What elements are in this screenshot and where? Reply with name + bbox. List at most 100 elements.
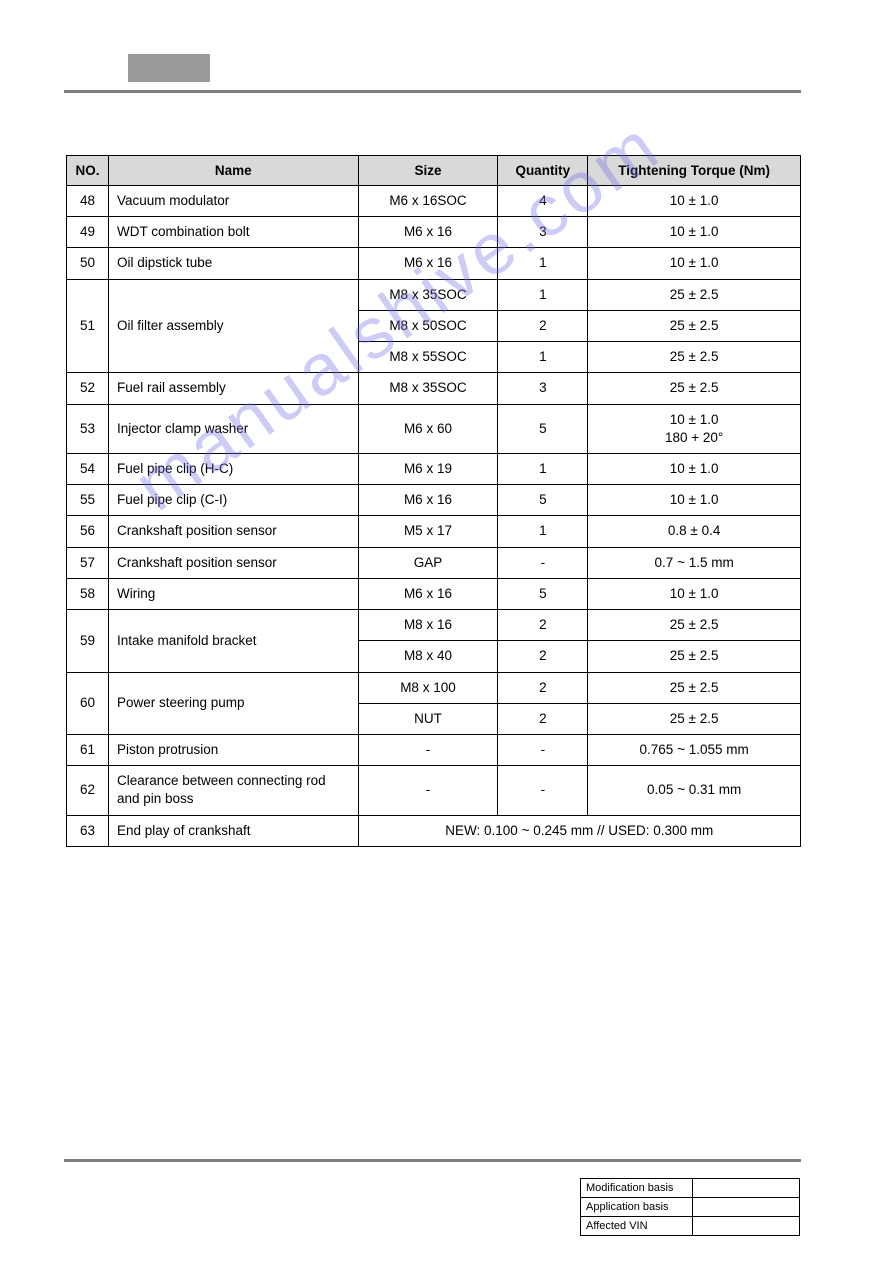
cell-torque: 25 ± 2.5 — [588, 610, 801, 641]
cell-size: M8 x 50SOC — [358, 310, 498, 341]
cell-torque: 10 ± 1.0 — [588, 217, 801, 248]
cell-size: M8 x 100 — [358, 672, 498, 703]
cell-size: M6 x 60 — [358, 404, 498, 453]
cell-quantity: 2 — [498, 310, 588, 341]
table-row: 63End play of crankshaftNEW: 0.100 ~ 0.2… — [67, 815, 801, 846]
cell-no: 59 — [67, 610, 109, 672]
top-rule — [64, 90, 801, 93]
cell-size: M6 x 16SOC — [358, 186, 498, 217]
cell-no: 48 — [67, 186, 109, 217]
cell-size: - — [358, 766, 498, 815]
table-row: 48Vacuum modulatorM6 x 16SOC410 ± 1.0 — [67, 186, 801, 217]
cell-quantity: 2 — [498, 703, 588, 734]
cell-quantity: 3 — [498, 373, 588, 404]
cell-name: Intake manifold bracket — [108, 610, 358, 672]
cell-size: M8 x 35SOC — [358, 373, 498, 404]
cell-quantity: 1 — [498, 453, 588, 484]
cell-no: 53 — [67, 404, 109, 453]
col-header-size: Size — [358, 156, 498, 186]
cell-name: Oil dipstick tube — [108, 248, 358, 279]
cell-no: 50 — [67, 248, 109, 279]
footer-row: Affected VIN — [581, 1217, 800, 1236]
cell-no: 60 — [67, 672, 109, 734]
cell-quantity: 5 — [498, 404, 588, 453]
cell-quantity: - — [498, 547, 588, 578]
cell-name: Fuel pipe clip (C-I) — [108, 485, 358, 516]
cell-no: 51 — [67, 279, 109, 373]
cell-quantity: 2 — [498, 610, 588, 641]
cell-no: 56 — [67, 516, 109, 547]
cell-torque: 0.8 ± 0.4 — [588, 516, 801, 547]
footer-value — [693, 1198, 800, 1217]
cell-quantity: 1 — [498, 248, 588, 279]
cell-size: M6 x 16 — [358, 578, 498, 609]
cell-name: Clearance between connecting rod and pin… — [108, 766, 358, 815]
cell-no: 61 — [67, 734, 109, 765]
cell-torque: 0.7 ~ 1.5 mm — [588, 547, 801, 578]
table-row: 61Piston protrusion--0.765 ~ 1.055 mm — [67, 734, 801, 765]
cell-quantity: 3 — [498, 217, 588, 248]
cell-quantity: 1 — [498, 279, 588, 310]
cell-size: M8 x 35SOC — [358, 279, 498, 310]
cell-size: M5 x 17 — [358, 516, 498, 547]
cell-merged: NEW: 0.100 ~ 0.245 mm // USED: 0.300 mm — [358, 815, 800, 846]
footer-row: Application basis — [581, 1198, 800, 1217]
torque-spec-table: NO. Name Size Quantity Tightening Torque… — [66, 155, 801, 847]
cell-name: Crankshaft position sensor — [108, 516, 358, 547]
cell-quantity: 4 — [498, 186, 588, 217]
table-row: 50Oil dipstick tubeM6 x 16110 ± 1.0 — [67, 248, 801, 279]
table-header-row: NO. Name Size Quantity Tightening Torque… — [67, 156, 801, 186]
cell-name: Oil filter assembly — [108, 279, 358, 373]
cell-quantity: 1 — [498, 516, 588, 547]
cell-name: Piston protrusion — [108, 734, 358, 765]
cell-torque: 0.765 ~ 1.055 mm — [588, 734, 801, 765]
cell-torque: 10 ± 1.0 — [588, 186, 801, 217]
cell-quantity: 2 — [498, 641, 588, 672]
table-row: 56Crankshaft position sensorM5 x 1710.8 … — [67, 516, 801, 547]
cell-torque: 25 ± 2.5 — [588, 703, 801, 734]
table-row: 58WiringM6 x 16510 ± 1.0 — [67, 578, 801, 609]
cell-size: M8 x 40 — [358, 641, 498, 672]
cell-quantity: 2 — [498, 672, 588, 703]
footer-info-table: Modification basisApplication basisAffec… — [580, 1178, 800, 1236]
cell-torque: 10 ± 1.0 — [588, 453, 801, 484]
col-header-qty: Quantity — [498, 156, 588, 186]
cell-torque: 25 ± 2.5 — [588, 279, 801, 310]
cell-torque: 25 ± 2.5 — [588, 672, 801, 703]
table-row: 55Fuel pipe clip (C-I)M6 x 16510 ± 1.0 — [67, 485, 801, 516]
footer-label: Modification basis — [581, 1179, 693, 1198]
cell-size: M6 x 16 — [358, 217, 498, 248]
cell-size: GAP — [358, 547, 498, 578]
cell-torque: 25 ± 2.5 — [588, 641, 801, 672]
cell-size: M6 x 19 — [358, 453, 498, 484]
col-header-no: NO. — [67, 156, 109, 186]
cell-torque: 10 ± 1.0180 + 20° — [588, 404, 801, 453]
cell-no: 63 — [67, 815, 109, 846]
table-row: 59Intake manifold bracketM8 x 16225 ± 2.… — [67, 610, 801, 641]
cell-name: WDT combination bolt — [108, 217, 358, 248]
table-row: 53Injector clamp washerM6 x 60510 ± 1.01… — [67, 404, 801, 453]
cell-torque: 25 ± 2.5 — [588, 310, 801, 341]
cell-quantity: 1 — [498, 342, 588, 373]
cell-torque: 0.05 ~ 0.31 mm — [588, 766, 801, 815]
cell-torque: 10 ± 1.0 — [588, 578, 801, 609]
cell-torque: 10 ± 1.0 — [588, 248, 801, 279]
cell-torque: 10 ± 1.0 — [588, 485, 801, 516]
cell-no: 62 — [67, 766, 109, 815]
cell-quantity: 5 — [498, 578, 588, 609]
footer-row: Modification basis — [581, 1179, 800, 1198]
table-row: 49WDT combination boltM6 x 16310 ± 1.0 — [67, 217, 801, 248]
cell-name: Crankshaft position sensor — [108, 547, 358, 578]
cell-size: M6 x 16 — [358, 248, 498, 279]
cell-name: Vacuum modulator — [108, 186, 358, 217]
table-row: 54Fuel pipe clip (H-C)M6 x 19110 ± 1.0 — [67, 453, 801, 484]
footer-value — [693, 1179, 800, 1198]
cell-name: Fuel pipe clip (H-C) — [108, 453, 358, 484]
table-row: 52Fuel rail assemblyM8 x 35SOC325 ± 2.5 — [67, 373, 801, 404]
cell-size: NUT — [358, 703, 498, 734]
cell-no: 58 — [67, 578, 109, 609]
cell-name: Fuel rail assembly — [108, 373, 358, 404]
cell-no: 57 — [67, 547, 109, 578]
cell-name: End play of crankshaft — [108, 815, 358, 846]
cell-no: 49 — [67, 217, 109, 248]
